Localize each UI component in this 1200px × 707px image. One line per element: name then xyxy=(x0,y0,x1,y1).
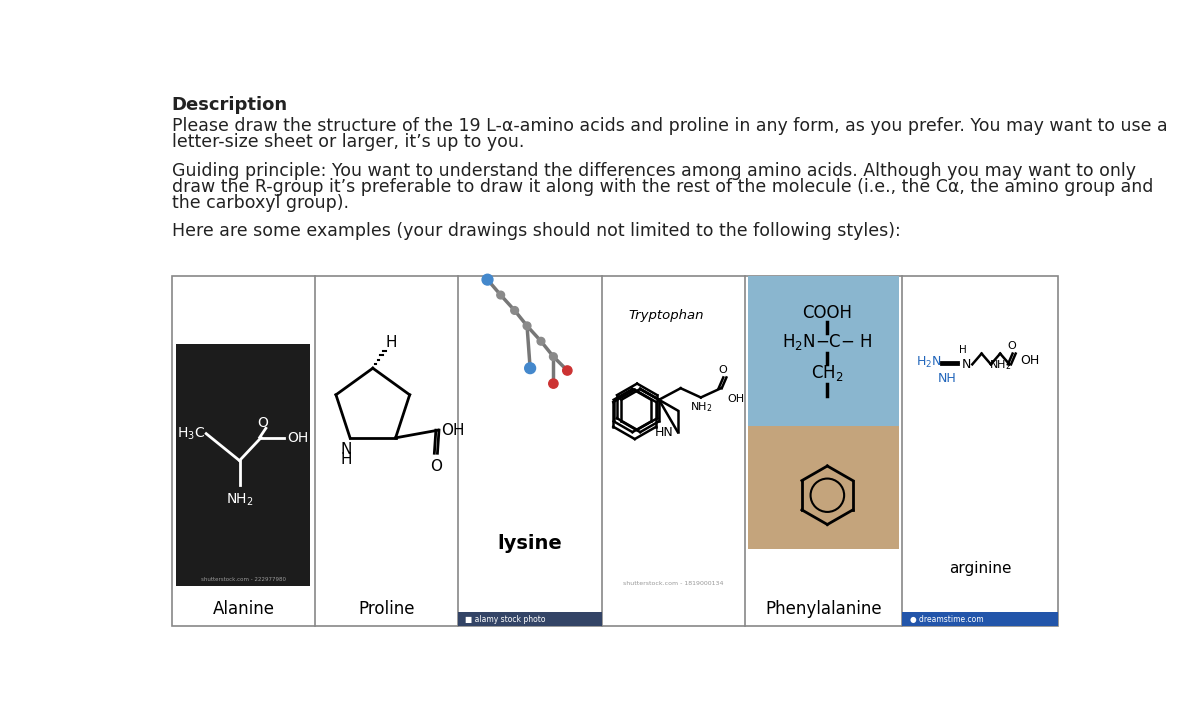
Text: Alanine: Alanine xyxy=(212,600,275,619)
Text: Phenylalanine: Phenylalanine xyxy=(766,600,882,619)
Text: NH$_2$: NH$_2$ xyxy=(690,401,712,414)
Bar xyxy=(458,612,602,626)
Text: H$_2$N$-$C$-$ H: H$_2$N$-$C$-$ H xyxy=(782,332,872,352)
Circle shape xyxy=(523,322,530,329)
Text: COOH: COOH xyxy=(803,304,852,322)
Text: Proline: Proline xyxy=(359,600,415,619)
Text: OH: OH xyxy=(1020,354,1039,367)
Text: shutterstock.com - 1819000134: shutterstock.com - 1819000134 xyxy=(623,581,724,586)
Text: O: O xyxy=(1008,341,1016,351)
Text: H$_2$N: H$_2$N xyxy=(916,354,941,370)
Text: Guiding principle: You want to understand the differences among amino acids. Alt: Guiding principle: You want to understan… xyxy=(172,162,1135,180)
Bar xyxy=(901,612,1058,626)
Text: Here are some examples (your drawings should not limited to the following styles: Here are some examples (your drawings sh… xyxy=(172,222,900,240)
Text: shutterstock.com - 222977980: shutterstock.com - 222977980 xyxy=(200,577,286,583)
Circle shape xyxy=(550,353,557,361)
Text: O: O xyxy=(718,365,727,375)
Text: Tryptophan: Tryptophan xyxy=(628,309,703,322)
Bar xyxy=(749,426,899,549)
Bar xyxy=(749,276,899,426)
Text: draw the R-group it’s preferable to draw it along with the rest of the molecule : draw the R-group it’s preferable to draw… xyxy=(172,178,1153,196)
Text: O: O xyxy=(257,416,269,430)
Text: H$_3$C: H$_3$C xyxy=(176,426,205,442)
Text: NH$_2$: NH$_2$ xyxy=(226,491,253,508)
Text: letter-size sheet or larger, it’s up to you.: letter-size sheet or larger, it’s up to … xyxy=(172,134,524,151)
Text: HN: HN xyxy=(654,426,673,438)
Text: Description: Description xyxy=(172,95,288,114)
Text: N: N xyxy=(341,443,352,457)
Text: Please draw the structure of the 19 L-α-amino acids and proline in any form, as : Please draw the structure of the 19 L-α-… xyxy=(172,117,1168,135)
Text: OH: OH xyxy=(442,423,464,438)
Text: CH$_2$: CH$_2$ xyxy=(811,363,844,382)
Text: H: H xyxy=(959,345,967,355)
Bar xyxy=(172,276,1058,626)
Circle shape xyxy=(563,366,572,375)
Circle shape xyxy=(538,337,545,345)
Circle shape xyxy=(511,307,518,315)
Circle shape xyxy=(548,379,558,388)
Circle shape xyxy=(497,291,504,299)
Text: the carboxyl group).: the carboxyl group). xyxy=(172,194,349,212)
Circle shape xyxy=(524,363,535,373)
Text: arginine: arginine xyxy=(949,561,1012,576)
Text: H: H xyxy=(386,334,397,350)
Bar xyxy=(176,344,311,586)
Text: H: H xyxy=(341,452,352,467)
Text: OH: OH xyxy=(288,431,308,445)
Text: O: O xyxy=(430,460,442,474)
Text: NH: NH xyxy=(937,372,956,385)
Text: N: N xyxy=(961,358,971,371)
Text: ● dreamstime.com: ● dreamstime.com xyxy=(910,614,983,624)
Circle shape xyxy=(482,274,493,285)
Text: NH$_2$: NH$_2$ xyxy=(989,358,1012,372)
Text: lysine: lysine xyxy=(498,534,563,553)
Text: OH: OH xyxy=(727,395,744,404)
Text: ■ alamy stock photo: ■ alamy stock photo xyxy=(464,614,545,624)
